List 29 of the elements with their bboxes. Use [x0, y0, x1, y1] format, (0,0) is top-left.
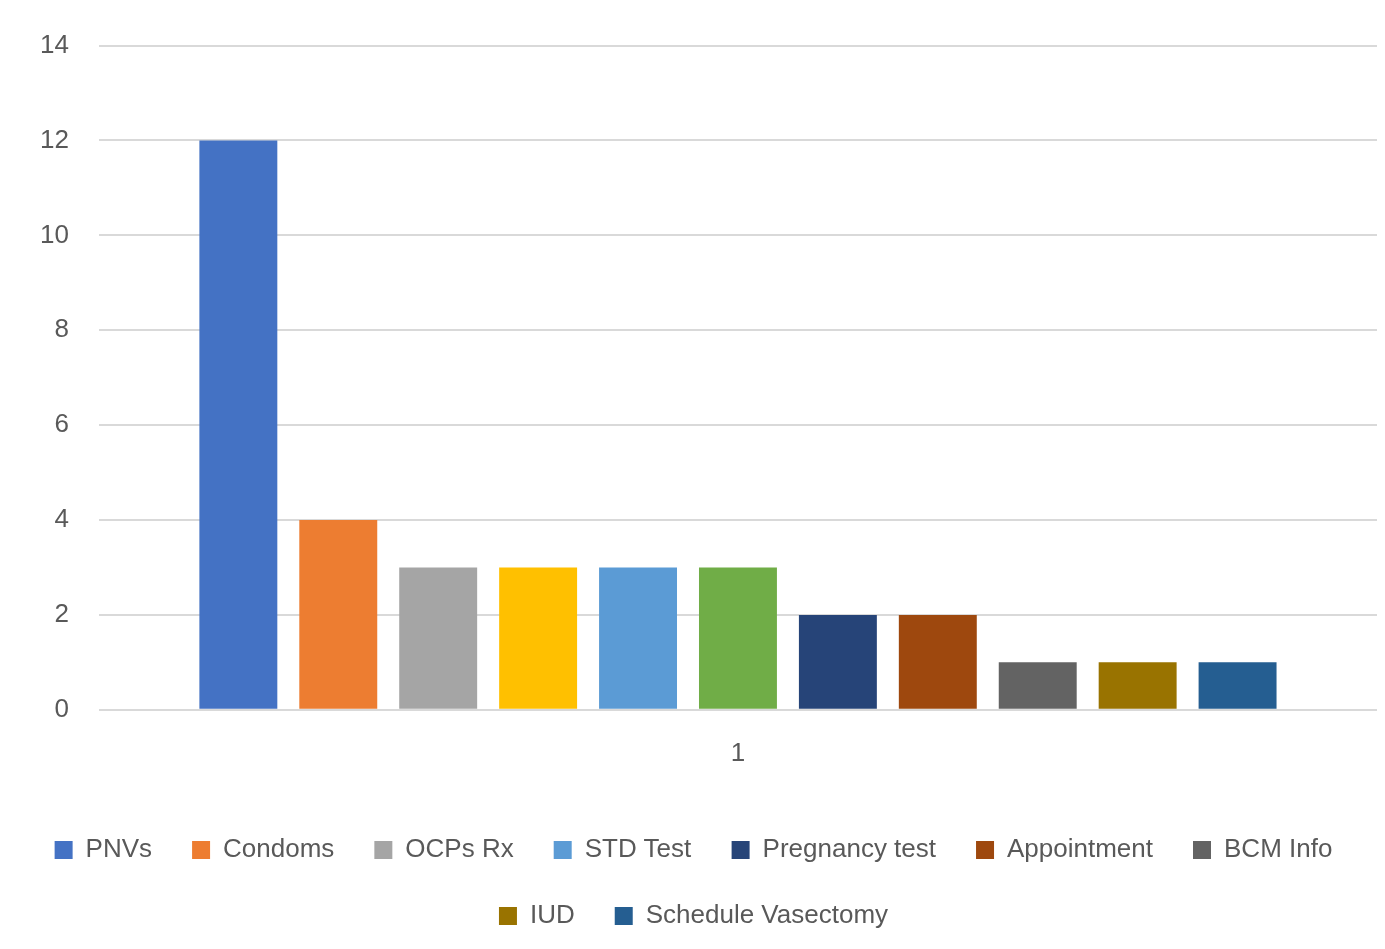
y-tick-label: 10	[40, 218, 69, 249]
bar	[199, 140, 278, 709]
legend-label: Condoms	[223, 833, 335, 864]
bar	[499, 567, 578, 709]
bar	[1098, 662, 1177, 709]
legend-label: IUD	[529, 899, 575, 930]
bar	[299, 520, 378, 709]
bar	[698, 567, 777, 709]
legend-label: Schedule Vasectomy	[645, 899, 889, 930]
y-tick-label: 6	[54, 408, 69, 439]
bar	[399, 567, 478, 709]
legend-label: OCPs Rx	[405, 833, 514, 864]
x-tick-label: 1	[730, 736, 746, 767]
y-tick-label: 0	[54, 692, 69, 723]
bar	[898, 614, 977, 709]
bar	[1198, 662, 1277, 709]
bar	[998, 662, 1077, 709]
y-tick-label: 14	[40, 28, 69, 59]
y-tick-label: 4	[54, 503, 69, 534]
y-tick-label: 2	[54, 598, 69, 629]
legend-label: BCM Info	[1224, 833, 1333, 864]
bar	[798, 614, 877, 709]
legend-label: Pregnancy test	[762, 833, 937, 864]
legend-label: PNVs	[85, 833, 153, 864]
y-tick-label: 12	[40, 123, 69, 154]
legend-label: Appointment	[1007, 833, 1154, 864]
legend-label: STD Test	[584, 833, 692, 864]
y-tick-label: 8	[54, 313, 69, 344]
bar	[599, 567, 678, 709]
